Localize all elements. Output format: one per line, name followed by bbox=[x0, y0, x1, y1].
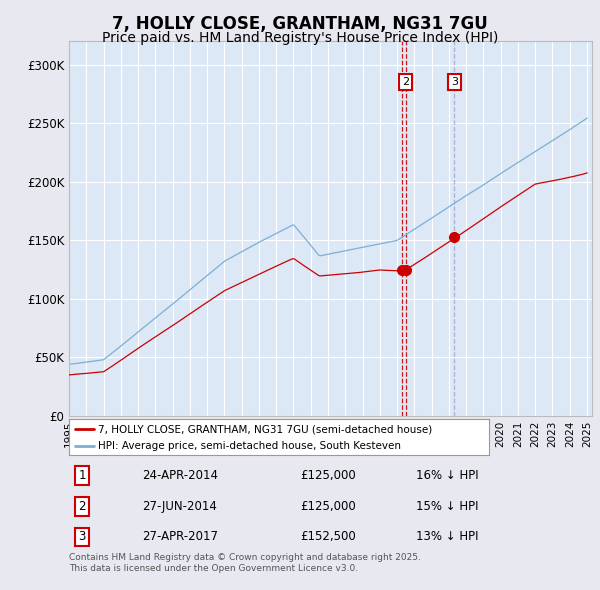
Text: 16% ↓ HPI: 16% ↓ HPI bbox=[415, 469, 478, 482]
Text: 3: 3 bbox=[451, 77, 458, 87]
Text: 3: 3 bbox=[79, 530, 86, 543]
Text: 13% ↓ HPI: 13% ↓ HPI bbox=[415, 530, 478, 543]
Text: 2: 2 bbox=[402, 77, 409, 87]
Text: 2: 2 bbox=[79, 500, 86, 513]
Text: 24-APR-2014: 24-APR-2014 bbox=[143, 469, 218, 482]
Text: 7, HOLLY CLOSE, GRANTHAM, NG31 7GU: 7, HOLLY CLOSE, GRANTHAM, NG31 7GU bbox=[112, 15, 488, 33]
Text: £125,000: £125,000 bbox=[300, 469, 356, 482]
Text: 15% ↓ HPI: 15% ↓ HPI bbox=[415, 500, 478, 513]
Text: £125,000: £125,000 bbox=[300, 500, 356, 513]
Text: £152,500: £152,500 bbox=[300, 530, 356, 543]
Text: Price paid vs. HM Land Registry's House Price Index (HPI): Price paid vs. HM Land Registry's House … bbox=[102, 31, 498, 45]
Text: 7, HOLLY CLOSE, GRANTHAM, NG31 7GU (semi-detached house): 7, HOLLY CLOSE, GRANTHAM, NG31 7GU (semi… bbox=[98, 424, 433, 434]
Text: 27-APR-2017: 27-APR-2017 bbox=[143, 530, 218, 543]
Text: HPI: Average price, semi-detached house, South Kesteven: HPI: Average price, semi-detached house,… bbox=[98, 441, 401, 451]
Text: 27-JUN-2014: 27-JUN-2014 bbox=[143, 500, 217, 513]
Text: 1: 1 bbox=[79, 469, 86, 482]
Text: Contains HM Land Registry data © Crown copyright and database right 2025.
This d: Contains HM Land Registry data © Crown c… bbox=[69, 553, 421, 573]
